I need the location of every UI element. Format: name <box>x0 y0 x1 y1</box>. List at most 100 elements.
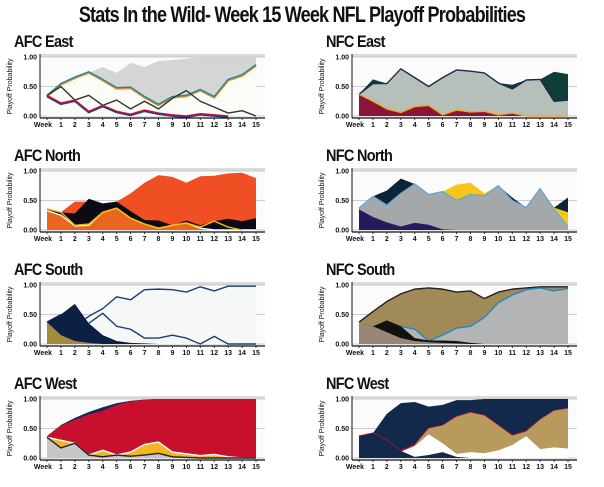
x-tick-label: 6 <box>129 350 133 357</box>
x-tick-label: 11 <box>197 464 205 471</box>
series-area-3 <box>359 322 568 344</box>
x-tick-label: 11 <box>509 464 517 471</box>
y-axis-title: Playoff Probability <box>319 172 326 228</box>
x-tick-label: 3 <box>399 464 403 471</box>
y-tick-label: 0.00 <box>23 228 37 235</box>
x-tick-label: 9 <box>482 350 486 357</box>
x-tick-label: 10 <box>182 236 190 243</box>
y-axis-title: Playoff Probability <box>7 58 14 114</box>
x-tick-label: 3 <box>399 122 403 129</box>
series-area-3 <box>359 209 568 230</box>
series-area-1 <box>359 68 568 116</box>
x-tick-label: 13 <box>536 464 544 471</box>
panel-title: AFC North <box>14 146 81 165</box>
x-axis-label: Week <box>346 350 364 357</box>
x-tick-label: 2 <box>385 464 389 471</box>
y-tick-label: 0.00 <box>23 456 37 463</box>
x-tick-label: 14 <box>238 464 246 471</box>
x-tick-label: 1 <box>59 350 63 357</box>
series-area-0 <box>47 286 256 344</box>
x-axis-label: Week <box>346 122 364 129</box>
x-tick-label: 4 <box>101 464 105 471</box>
x-tick-label: 11 <box>197 122 205 129</box>
series-area-2 <box>359 320 568 344</box>
x-tick-label: 12 <box>210 464 218 471</box>
y-axis-title: Playoff Probability <box>7 286 14 342</box>
top-band <box>40 396 265 399</box>
series-area-3 <box>47 322 256 344</box>
x-tick-label: 12 <box>210 122 218 129</box>
x-tick-label: 15 <box>564 350 572 357</box>
y-axis-title: Playoff Probability <box>7 172 14 228</box>
x-tick-label: 9 <box>170 236 174 243</box>
x-tick-label: 5 <box>115 236 119 243</box>
series-line-0 <box>358 286 568 323</box>
y-tick-label: 0.50 <box>335 312 349 319</box>
y-tick-label: 0.00 <box>23 114 37 121</box>
y-tick-label: 1.00 <box>335 283 349 290</box>
x-axis-label: Week <box>346 236 364 243</box>
main-title: Stats In the Wild- Week 15 Week NFL Play… <box>78 2 526 27</box>
chart-panel-nfc-east: 1.00 0.50 0.00 Week 1 2 3 4 5 6 7 8 9 10 11 12 13 14 15 Pla… <box>312 31 604 145</box>
top-band <box>352 54 577 57</box>
x-tick-label: 11 <box>197 350 205 357</box>
y-tick-label: 0.00 <box>335 114 349 121</box>
x-tick-label: 1 <box>371 464 375 471</box>
x-tick-label: 6 <box>441 122 445 129</box>
panel-title: NFC West <box>326 374 389 393</box>
series-line-2 <box>358 93 568 117</box>
x-tick-label: 14 <box>550 464 558 471</box>
x-tick-label: 8 <box>157 350 161 357</box>
y-axis-title: Playoff Probability <box>319 58 326 114</box>
x-tick-label: 3 <box>87 122 91 129</box>
panel-title: NFC South <box>326 260 395 279</box>
x-tick-label: 15 <box>252 350 260 357</box>
x-tick-label: 3 <box>87 464 91 471</box>
x-tick-label: 4 <box>101 122 105 129</box>
x-tick-label: 7 <box>143 350 147 357</box>
x-tick-label: 7 <box>455 350 459 357</box>
series-area-1 <box>400 287 568 344</box>
y-axis-title: Playoff Probability <box>7 400 14 456</box>
panel-title: NFC East <box>326 32 385 51</box>
series-line-2 <box>46 85 257 117</box>
x-tick-label: 6 <box>129 236 133 243</box>
chart-panel-nfc-south: 1.00 0.50 0.00 Week 1 2 3 4 5 6 7 8 9 10 11 12 13 14 15 Pla… <box>312 259 604 373</box>
series-area-3 <box>359 433 568 458</box>
series-area-2 <box>47 303 256 344</box>
x-tick-label: 12 <box>522 236 530 243</box>
x-axis-label: Week <box>34 236 52 243</box>
chart-panel-afc-south: 1.00 0.50 0.00 Week 1 2 3 4 5 6 7 8 9 10 11 12 13 14 15 Pla… <box>0 259 300 373</box>
x-tick-label: 2 <box>73 236 77 243</box>
x-tick-label: 8 <box>469 236 473 243</box>
x-tick-label: 13 <box>224 350 232 357</box>
x-tick-label: 10 <box>494 350 502 357</box>
x-tick-label: 4 <box>101 236 105 243</box>
x-tick-label: 4 <box>101 350 105 357</box>
x-axis-label: Week <box>34 464 52 471</box>
series-line-3 <box>46 207 243 231</box>
y-tick-label: 1.00 <box>23 55 37 62</box>
x-tick-label: 2 <box>73 350 77 357</box>
x-tick-label: 13 <box>224 464 232 471</box>
x-tick-label: 14 <box>550 236 558 243</box>
x-tick-label: 10 <box>494 464 502 471</box>
x-tick-label: 5 <box>115 464 119 471</box>
x-tick-label: 15 <box>252 122 260 129</box>
series-area-2 <box>47 437 256 458</box>
x-tick-label: 7 <box>143 464 147 471</box>
y-tick-label: 0.50 <box>335 84 349 91</box>
x-tick-label: 6 <box>129 464 133 471</box>
x-tick-label: 5 <box>427 236 431 243</box>
x-tick-label: 1 <box>371 350 375 357</box>
series-line-3 <box>46 94 229 117</box>
x-tick-label: 2 <box>73 122 77 129</box>
chart-panel-afc-north: 1.00 0.50 0.00 Week 1 2 3 4 5 6 7 8 9 10 11 12 13 14 15 Pla… <box>0 145 300 259</box>
x-tick-label: 14 <box>238 350 246 357</box>
x-tick-label: 2 <box>73 464 77 471</box>
x-tick-label: 8 <box>157 236 161 243</box>
y-tick-label: 0.00 <box>23 342 37 349</box>
